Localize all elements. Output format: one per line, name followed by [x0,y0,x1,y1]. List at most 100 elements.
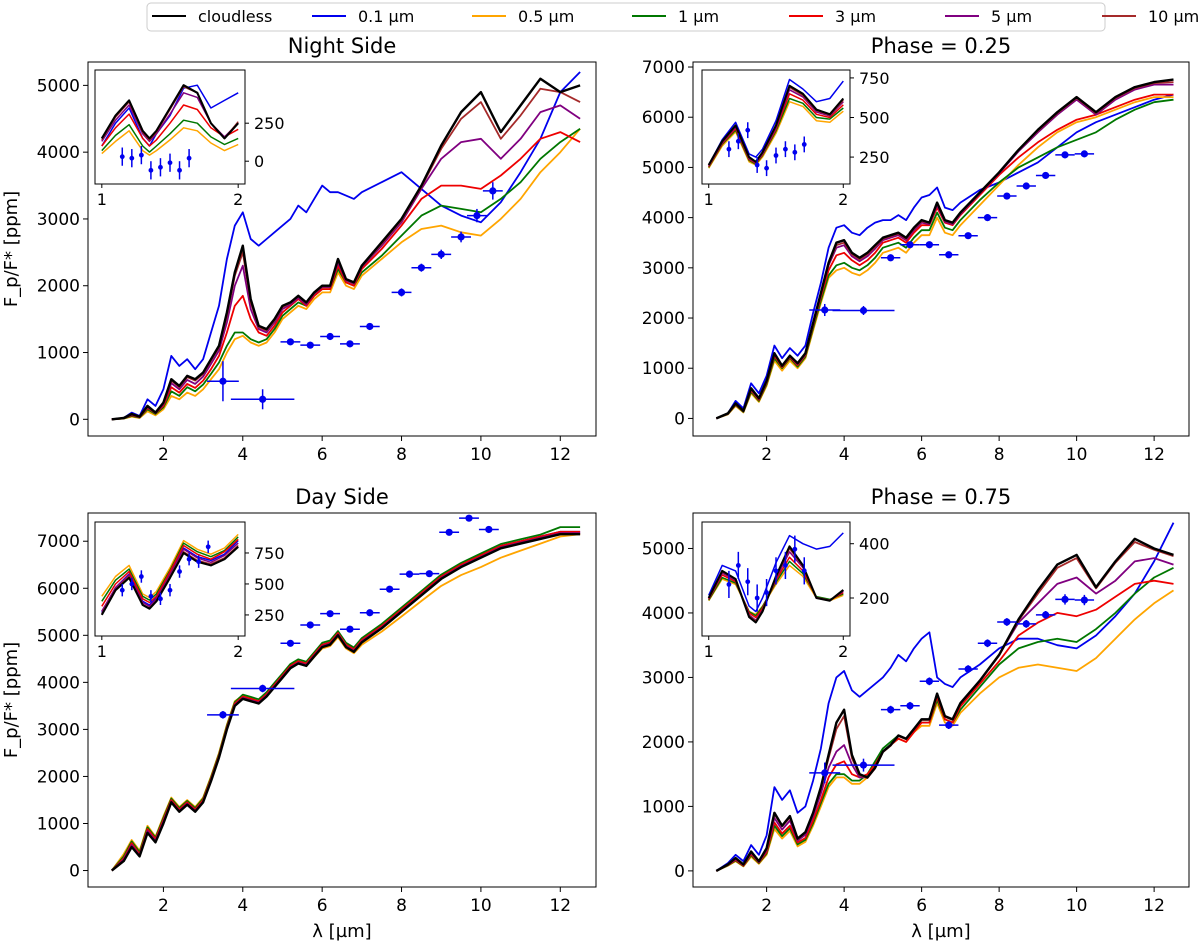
panel-2-inset-series-0 [100,546,239,616]
panel-3-inset-obs-point-4 [764,590,769,595]
panel-1-obs-point-0 [821,306,829,314]
panel-1-inset-obs-0 [726,141,732,158]
panel-1-series-1 [715,93,1174,420]
panel-3-inset: 1 2 200 400 [701,521,890,661]
panel-3-obs-point-0 [821,769,829,777]
panel-2-obs-8 [399,570,420,578]
panel-3: Phase = 0.752 4 6 8 10 1201000200030004000500… [642,485,1190,942]
legend-label-6: 10 µm [1148,7,1199,26]
panel-1-obs-3 [900,241,920,249]
panel-0-ytick-label-4: 4000 [37,143,80,163]
panel-0-inset-xtick-label-1: 2 [233,190,243,209]
panel-1-xtick-label-5: 12 [1143,445,1165,465]
legend-label-0: cloudless [198,7,272,26]
panel-2-obs-12 [478,525,499,534]
panel-2-xtick-label-4: 10 [470,896,492,916]
panel-1-ytick-label-4: 4000 [642,209,685,229]
panel-0-inset-obs-point-1 [129,155,135,161]
panel-3-obs-point-3 [906,702,914,710]
panel-2-inset-obs-6 [177,565,182,578]
panel-0-obs-5 [340,340,360,348]
panel-0-xtick-label-0: 2 [158,445,169,465]
panel-3-frame [692,512,1190,888]
panel-2-inset-series-2 [101,533,239,599]
panel-1-inset-obs-point-1 [735,138,741,144]
panel-2-ytick-label-1: 1000 [37,814,80,834]
panel-2-inset-series-3 [101,536,239,602]
panel-0-obs-4 [320,332,341,341]
panel-1-obs-point-9 [1022,182,1030,190]
panel-0-xtick-label-3: 8 [396,445,407,465]
panel-3-obs-point-5 [945,721,953,729]
panel-0-inset-obs-1 [129,149,135,168]
panel-0-inset-ytick-label-0: 0 [254,152,264,171]
panel-1-obs-point-3 [906,241,914,249]
panel-3-ytick-label-2: 2000 [642,733,685,753]
panel-3-inset-ytick-label-0: 200 [859,589,890,608]
panel-1-obs-6 [958,232,978,240]
panel-0-obs-11 [467,208,487,223]
panel-0-inset-obs-4 [158,158,163,177]
panel-2-inset-obs-point-2 [138,574,144,579]
panel-3-obs-point-2 [887,706,895,714]
panel-0-inset-obs-0 [119,147,125,166]
panel-2-obs-1 [230,684,295,693]
panel-0-obs-7 [391,288,412,297]
panel-3-inset-obs-point-2 [745,579,751,585]
panel-3-title: Phase = 0.75 [871,485,1011,509]
panel-2-inset-obs-point-1 [129,581,135,587]
panel-0-plot-area [111,71,581,421]
panel-2-obs-7 [379,585,400,593]
panel-1-ytick-label-1: 1000 [642,359,685,379]
panel-1-obs-point-10 [1042,171,1050,180]
panel-2-ytick-label-2: 2000 [37,767,80,787]
panel-3-xlabel: λ [µm] [911,921,970,942]
panel-3-obs-11 [1055,594,1075,605]
legend: cloudless 0.1 µm 0.5 µm 1 µm 3 µm 5 µm 10 µm [146,2,1199,32]
panel-1-inset-obs-2 [745,122,751,139]
panel-2-inset-obs-9 [205,540,211,553]
panel-2-inset-obs-point-3 [148,593,154,599]
panel-1-inset-ytick-label-0: 250 [859,148,890,167]
panel-0-obs-10 [451,231,471,243]
panel-1-obs-point-2 [887,254,895,262]
panel-3-xtick-label-3: 8 [994,896,1005,916]
panel-3-obs-point-10 [1042,611,1050,619]
panel-3-obs-point-12 [1080,596,1088,604]
panel-3-ytick-label-0: 0 [674,862,685,882]
legend-label-4: 3 µm [835,7,876,26]
panel-3-inset-obs-0 [726,570,732,598]
panel-1-ytick-label-7: 7000 [642,58,685,78]
panel-2-series-4 [111,530,581,872]
panel-1-obs-point-5 [945,251,953,259]
panel-2-obs-11 [459,514,479,522]
panel-3-inset-obs-1 [735,551,741,579]
panel-1-obs-point-4 [925,241,933,249]
panel-0-ylabel: F_p/F* [ppm] [1,191,22,307]
panel-2-obs-point-9 [425,570,433,578]
panel-2-obs-6 [359,609,380,617]
panel-2-inset-obs-point-8 [196,559,202,565]
panel-3-xtick-label-4: 10 [1066,896,1088,916]
panel-3-obs-1 [832,758,895,772]
panel-2-inset-obs-7 [186,552,192,566]
panel-3-inset-xtick-label-0: 1 [704,642,714,661]
panel-2-obs-point-12 [485,525,493,534]
panel-3-xtick-label-2: 6 [916,896,927,916]
panel-1-inset-obs-8 [801,136,807,153]
panel-1-inset-obs-3 [754,157,760,173]
panel-0-frame [87,61,597,437]
panel-3-ytick-label-4: 4000 [642,604,685,624]
panel-0-obs-8 [411,263,432,272]
panel-1-obs-8 [997,192,1017,200]
panel-0-obs-point-3 [306,341,314,349]
panel-1-obs-2 [880,254,901,262]
panel-3-xtick-label-1: 4 [839,896,850,916]
panel-0-inset: 1 20 250 [94,69,285,209]
panel-2-inset-obs-2 [138,570,144,583]
panel-0-obs-point-4 [326,332,334,341]
panel-2-inset-obs-1 [129,577,135,591]
panel-2-obs-4 [320,610,341,618]
